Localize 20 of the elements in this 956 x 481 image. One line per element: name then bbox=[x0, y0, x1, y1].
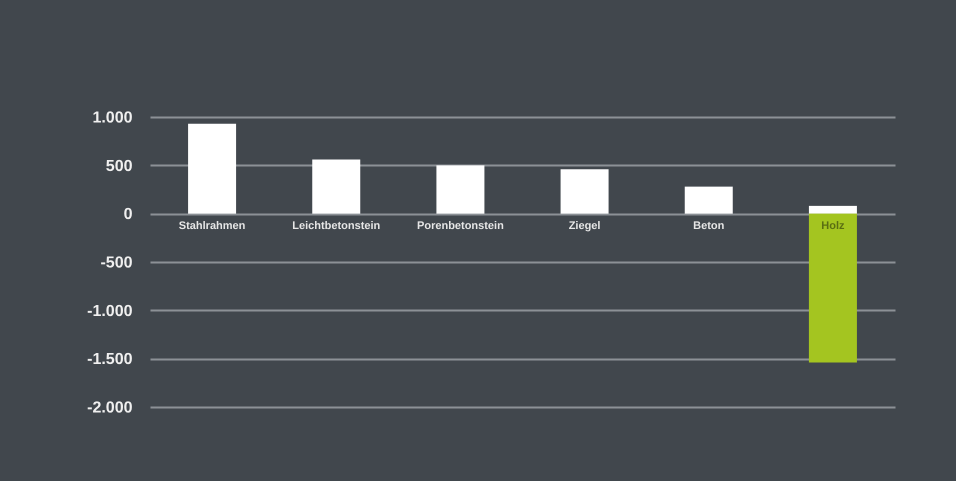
x-tick-label: Stahlrahmen bbox=[178, 220, 246, 232]
x-tick-label: Beton bbox=[693, 220, 725, 232]
x-tick-label: Porenbetonstein bbox=[417, 220, 504, 232]
x-tick-label: Leichtbetonstein bbox=[292, 220, 381, 232]
bar bbox=[808, 206, 857, 214]
bar bbox=[312, 160, 360, 214]
x-tick-label: Ziegel bbox=[568, 220, 600, 232]
bar bbox=[684, 186, 733, 214]
y-tick-label: -1.500 bbox=[87, 351, 133, 368]
y-tick-label: 500 bbox=[106, 158, 133, 175]
y-tick-label: -1.000 bbox=[87, 302, 133, 320]
y-tick-label: 1.000 bbox=[92, 110, 133, 126]
bar bbox=[560, 169, 609, 214]
bar bbox=[436, 165, 484, 214]
bar bbox=[808, 214, 857, 363]
bar bbox=[188, 124, 236, 214]
y-tick-label: -2.000 bbox=[87, 400, 133, 416]
x-tick-label: Holz bbox=[821, 220, 846, 232]
y-tick-label: -500 bbox=[100, 254, 133, 272]
y-tick-label: 0 bbox=[124, 206, 133, 224]
